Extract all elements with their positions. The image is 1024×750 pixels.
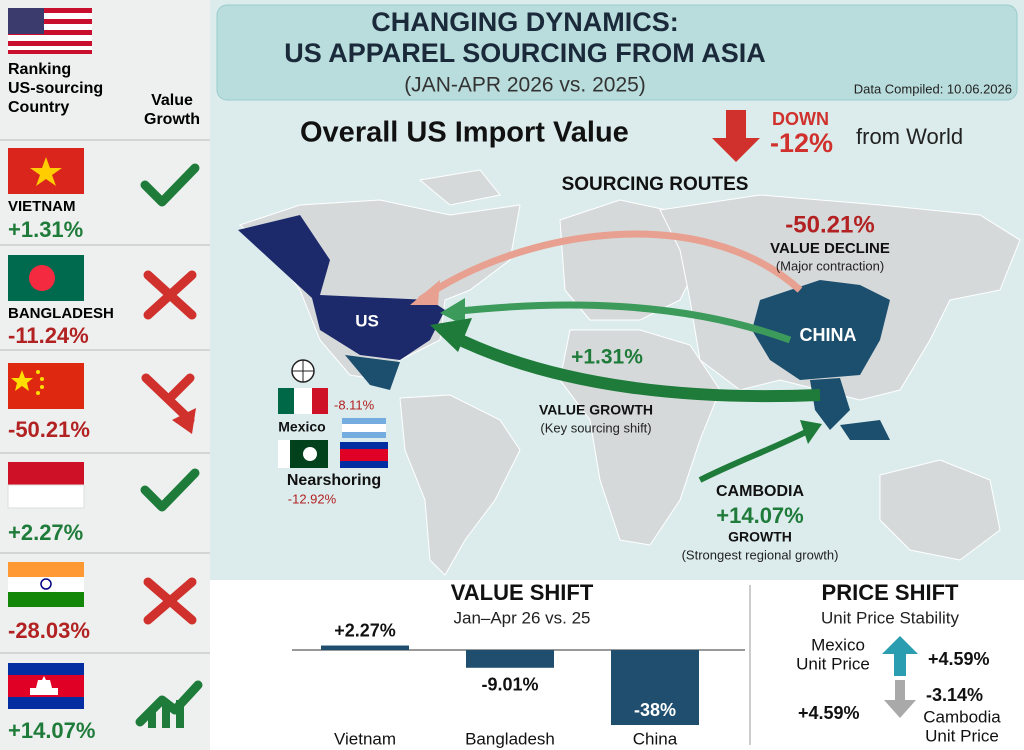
mexico-price-label: Mexico (811, 635, 865, 654)
cambodia-arrowhead (800, 420, 822, 444)
china-shape (752, 280, 890, 380)
title: CHANGING DYNAMICS: (371, 7, 679, 37)
indonesia-flag (7, 462, 85, 509)
mexico-label: Mexico (278, 419, 325, 435)
value-label: +2.27% (334, 620, 396, 640)
overall-change: -12% (770, 128, 833, 158)
title: US APPAREL SOURCING FROM ASIA (284, 38, 766, 68)
map-title: SOURCING ROUTES (562, 174, 749, 195)
chart-subtitle: Jan–Apr 26 vs. 25 (453, 608, 590, 627)
country-change: +14.07% (8, 718, 95, 743)
status-icons (135, 163, 203, 728)
bar (611, 650, 699, 725)
chart-title: VALUE SHIFT (451, 580, 594, 605)
category-label: Vietnam (334, 729, 396, 748)
heading-rank: US-sourcing (8, 80, 103, 97)
cambodia-price-label: Cambodia (923, 707, 1001, 726)
subtitle: (JAN-APR 2026 vs. 2025) (404, 74, 646, 97)
row-dividers (0, 139, 210, 654)
down-arrow-gray (884, 680, 916, 718)
price-title: PRICE SHIFT (822, 580, 959, 605)
cambodia-growth: GROWTH (728, 529, 792, 545)
mexico-shape (345, 355, 400, 390)
heading-growth: Value (151, 92, 193, 109)
country-change: +1.31% (8, 217, 83, 242)
growth-label: VALUE GROWTH (539, 402, 653, 418)
category-label: China (633, 729, 678, 748)
cambodia-change: +14.07% (716, 503, 803, 528)
vietnam-flag (8, 148, 84, 194)
country-change: +2.27% (8, 520, 83, 545)
china-label: CHINA (800, 325, 857, 345)
country-change: -11.24% (8, 323, 89, 348)
category-label: Bangladesh (465, 729, 555, 748)
main-growth-route (447, 329, 821, 403)
cambodia-price-change: -3.14% (926, 685, 983, 705)
growth-route (449, 301, 792, 344)
bar (321, 645, 409, 650)
decline-route (417, 230, 803, 303)
china-change: -50.21% (785, 211, 874, 238)
heading-rank: Country (8, 99, 69, 116)
value-label: -9.01% (481, 675, 538, 695)
mexico-price-change: +4.59% (928, 649, 990, 669)
country-name: BANGLADESH (8, 305, 114, 322)
decline-label: VALUE DECLINE (770, 240, 890, 257)
country-name: VIETNAM (8, 198, 76, 215)
mexico-price-label: Unit Price (796, 654, 870, 673)
overall-direction: DOWN (772, 109, 829, 129)
us-shape (238, 215, 445, 360)
country-change: -50.21% (8, 417, 90, 442)
cambodia-note: (Strongest regional growth) (682, 547, 839, 562)
cambodia-label: CAMBODIA (716, 483, 804, 500)
other-price-change: +4.59% (798, 703, 860, 723)
china-flag (8, 363, 84, 409)
header-box (216, 4, 1018, 101)
us-flag (8, 8, 92, 54)
decline-arrowhead (410, 280, 440, 305)
se-asia-shape (810, 378, 890, 440)
value-label: -38% (634, 700, 676, 720)
compiled-date: Data Compiled: 10.06.2026 (854, 81, 1012, 96)
growth-change: +1.31% (571, 346, 643, 369)
nearshoring-change: -12.92% (288, 491, 337, 506)
cambodia-route (698, 427, 812, 483)
heading-growth: Growth (144, 111, 200, 128)
growth-note: (Key sourcing shift) (540, 420, 651, 435)
decline-note: (Major contraction) (776, 258, 884, 273)
india-flag (8, 562, 84, 607)
overall-suffix: from World (856, 124, 963, 149)
overall-label: Overall US Import Value (300, 117, 629, 149)
growth-arrowhead (440, 298, 465, 326)
bar (466, 650, 554, 668)
price-subtitle: Unit Price Stability (821, 608, 959, 627)
nearshoring-label: Nearshoring (287, 472, 381, 489)
us-label: US (355, 311, 379, 330)
up-arrow (882, 636, 918, 676)
nearshoring-flags (278, 359, 388, 468)
mexico-change: -8.11% (334, 397, 375, 412)
country-change: -28.03% (8, 618, 90, 643)
cambodia-flag (8, 663, 84, 709)
heading-rank: Ranking (8, 61, 71, 78)
down-arrow (712, 110, 760, 162)
main-growth-arrowhead (430, 318, 472, 352)
cambodia-price-label: Unit Price (925, 726, 999, 745)
bangladesh-flag (8, 255, 84, 301)
